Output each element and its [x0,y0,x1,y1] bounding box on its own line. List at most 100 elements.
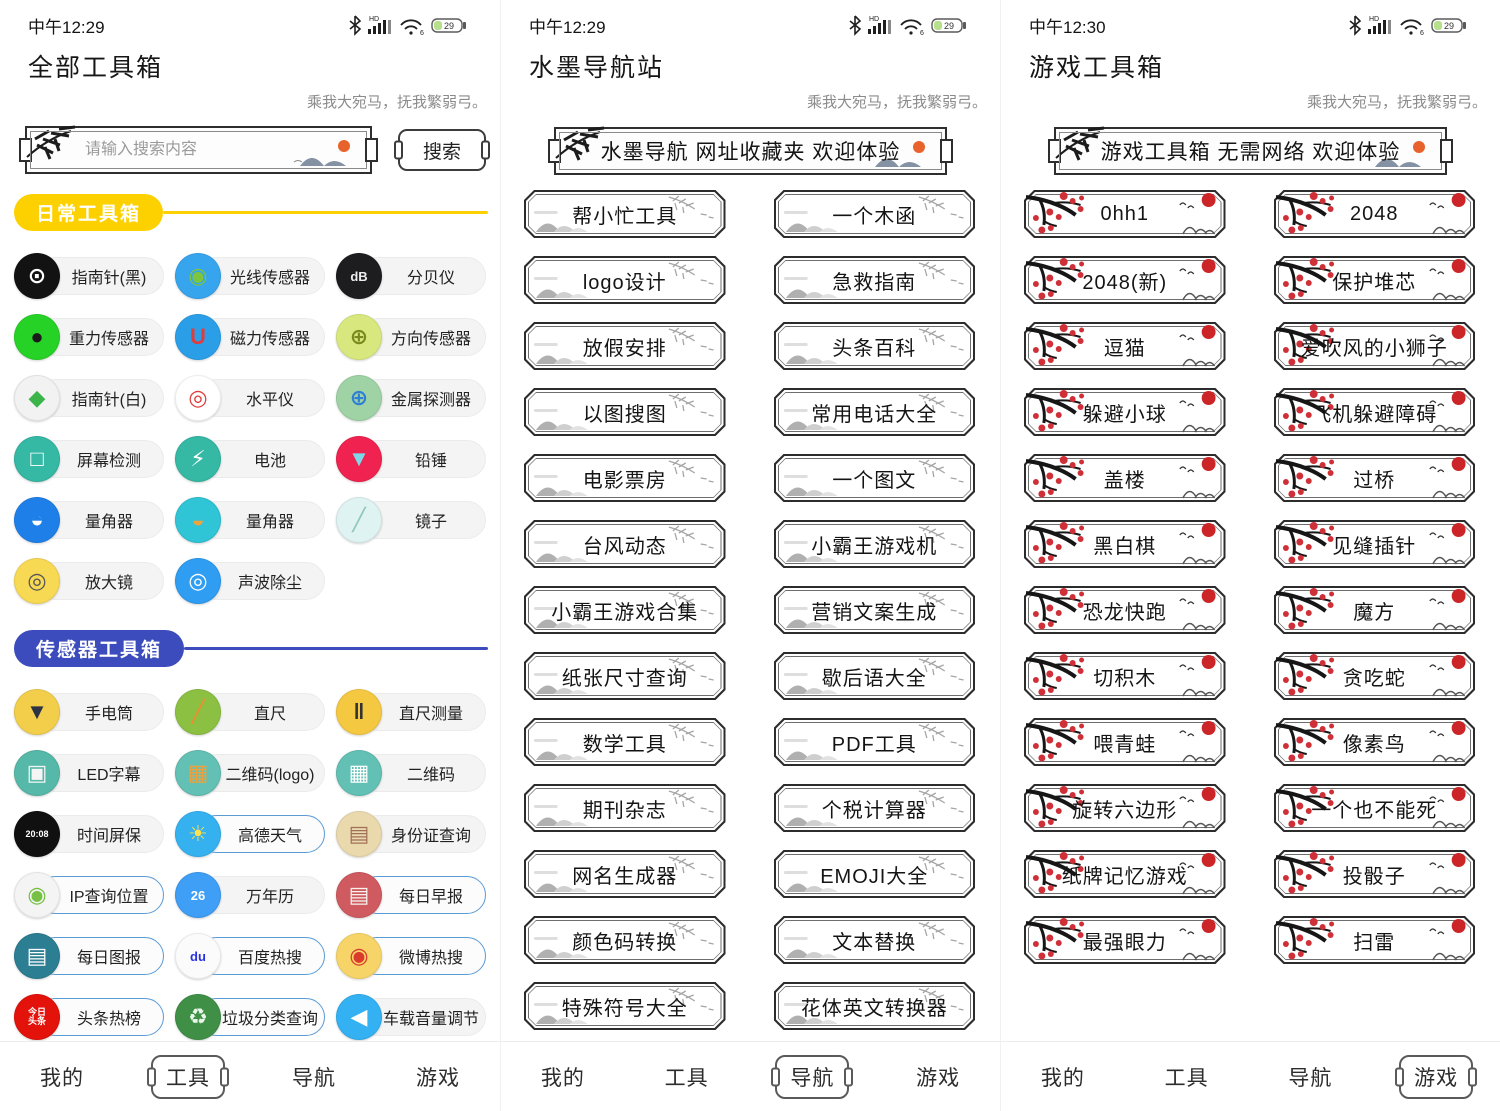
tool-item[interactable]: ▼ 铅锤 [336,436,486,482]
nav-site-button[interactable]: 文本替换 [774,916,976,964]
nav-site-button[interactable]: 常用电话大全 [774,388,976,436]
game-button[interactable]: 保护堆芯 [1274,256,1476,304]
game-button[interactable]: 恐龙快跑 [1024,586,1226,634]
game-button[interactable]: 盖楼 [1024,454,1226,502]
nav-tab-mine[interactable]: 我的 [540,1066,585,1090]
game-button[interactable]: 过桥 [1274,454,1476,502]
tool-item[interactable]: ● 重力传感器 [14,314,164,360]
nav-site-button[interactable]: 颜色码转换 [524,916,726,964]
game-button[interactable]: 飞机躲避障碍 [1274,388,1476,436]
tool-item[interactable]: ‖ 直尺测量 [336,689,486,735]
game-button[interactable]: 投骰子 [1274,850,1476,898]
tool-item[interactable]: dB 分贝仪 [336,253,486,299]
tool-item[interactable]: ▦ 二维码 [336,750,486,796]
game-button[interactable]: 黑白棋 [1024,520,1226,568]
nav-site-button[interactable]: 营销文案生成 [774,586,976,634]
nav-tab-mine[interactable]: 我的 [40,1066,84,1090]
game-button[interactable]: 2048 [1274,190,1476,238]
game-button[interactable]: 像素鸟 [1274,718,1476,766]
tool-item[interactable]: ◎ 水平仪 [175,375,325,421]
tool-item[interactable]: 今日 头条 头条热榜 [14,994,164,1040]
game-button[interactable]: 见缝插针 [1274,520,1476,568]
game-button[interactable]: 喂青蛙 [1024,718,1226,766]
nav-tab-tools[interactable]: 工具 [664,1066,709,1090]
nav-site-button[interactable]: 特殊符号大全 [524,982,726,1030]
nav-site-button[interactable]: 纸张尺寸查询 [524,652,726,700]
nav-site-button[interactable]: 头条百科 [774,322,976,370]
nav-site-button[interactable]: 台风动态 [524,520,726,568]
tool-item[interactable]: ◒ 量角器 [14,497,164,543]
tool-item[interactable]: ▦ 二维码(logo) [175,750,325,796]
game-button[interactable]: 爱吹风的小狮子 [1274,322,1476,370]
tool-item[interactable]: ◀ 车载音量调节 [336,994,486,1040]
tool-item[interactable]: ╱ 直尺 [175,689,325,735]
game-button[interactable]: 最强眼力 [1024,916,1226,964]
nav-site-button[interactable]: 期刊杂志 [524,784,726,832]
nav-tab-games[interactable]: 游戏 [916,1066,961,1090]
tool-item[interactable]: ◆ 指南针(白) [14,375,164,421]
nav-site-button[interactable]: 数学工具 [524,718,726,766]
nav-tab-tools[interactable]: 工具 [151,1054,225,1099]
tool-item[interactable]: du 百度热搜 [175,933,325,979]
tool-item[interactable]: ▣ LED字幕 [14,750,164,796]
nav-tab-games[interactable]: 游戏 [1399,1054,1474,1099]
tool-item[interactable]: ⚡ 电池 [175,436,325,482]
nav-tab-games[interactable]: 游戏 [416,1066,460,1090]
tool-item[interactable]: ◎ 声波除尘 [175,558,325,604]
nav-tab-tools[interactable]: 工具 [1164,1066,1209,1090]
nav-site-button[interactable]: PDF工具 [774,718,976,766]
tool-item[interactable]: ◉ 光线传感器 [175,253,325,299]
nav-site-button[interactable]: 花体英文转换器 [774,982,976,1030]
search-button[interactable]: 搜索 [398,129,486,171]
game-button[interactable]: 纸牌记忆游戏 [1024,850,1226,898]
nav-site-button[interactable]: logo设计 [524,256,726,304]
tool-item[interactable]: ▼ 手电筒 [14,689,164,735]
nav-site-button[interactable]: 网名生成器 [524,850,726,898]
tool-item[interactable]: ▤ 每日早报 [336,872,486,918]
game-button[interactable]: 一个也不能死 [1274,784,1476,832]
tool-item[interactable]: U 磁力传感器 [175,314,325,360]
tool-item[interactable]: ◉ 微博热搜 [336,933,486,979]
tool-item[interactable]: ⊙ 指南针(黑) [14,253,164,299]
game-button[interactable]: 2048(新) [1024,256,1226,304]
nav-site-button[interactable]: 帮小忙工具 [524,190,726,238]
nav-site-button[interactable]: 个税计算器 [774,784,976,832]
tool-item[interactable]: 20:08 时间屏保 [14,811,164,857]
tool-item[interactable]: 26 万年历 [175,872,325,918]
nav-tab-mine[interactable]: 我的 [1040,1066,1085,1090]
nav-site-button[interactable]: EMOJI大全 [774,850,976,898]
tool-item[interactable]: ╱ 镜子 [336,497,486,543]
tool-item[interactable]: □ 屏幕检测 [14,436,164,482]
tool-item[interactable]: ◒ 量角器 [175,497,325,543]
tool-item[interactable]: ⊕ 金属探测器 [336,375,486,421]
game-button[interactable]: 贪吃蛇 [1274,652,1476,700]
nav-site-button[interactable]: 一个木函 [774,190,976,238]
game-button[interactable]: 逗猫 [1024,322,1226,370]
nav-site-button[interactable]: 小霸王游戏机 [774,520,976,568]
game-button[interactable]: 0hh1 [1024,190,1226,238]
game-button[interactable]: 扫雷 [1274,916,1476,964]
nav-site-button[interactable]: 一个图文 [774,454,976,502]
game-button[interactable]: 旋转六边形 [1024,784,1226,832]
game-button[interactable]: 切积木 [1024,652,1226,700]
tool-item[interactable]: ♻ 垃圾分类查询 [175,994,325,1040]
tool-item[interactable]: ⊕ 方向传感器 [336,314,486,360]
game-button[interactable]: 魔方 [1274,586,1476,634]
search-input[interactable] [83,140,307,160]
tool-item[interactable]: ◉ IP查询位置 [14,872,164,918]
nav-site-button[interactable]: 急救指南 [774,256,976,304]
nav-tab-navigation[interactable]: 导航 [1288,1066,1333,1090]
svg-text:HD: HD [1369,16,1379,23]
tool-item[interactable]: ☀ 高德天气 [175,811,325,857]
game-button[interactable]: 躲避小球 [1024,388,1226,436]
tool-item[interactable]: ▤ 身份证查询 [336,811,486,857]
tool-item[interactable]: ▤ 每日图报 [14,933,164,979]
nav-site-button[interactable]: 电影票房 [524,454,726,502]
nav-site-button[interactable]: 放假安排 [524,322,726,370]
tool-item[interactable]: ◎ 放大镜 [14,558,164,604]
nav-tab-navigation[interactable]: 导航 [292,1066,336,1090]
nav-site-button[interactable]: 小霸王游戏合集 [524,586,726,634]
nav-site-button[interactable]: 以图搜图 [524,388,726,436]
nav-site-button[interactable]: 歇后语大全 [774,652,976,700]
nav-tab-navigation[interactable]: 导航 [775,1054,850,1099]
